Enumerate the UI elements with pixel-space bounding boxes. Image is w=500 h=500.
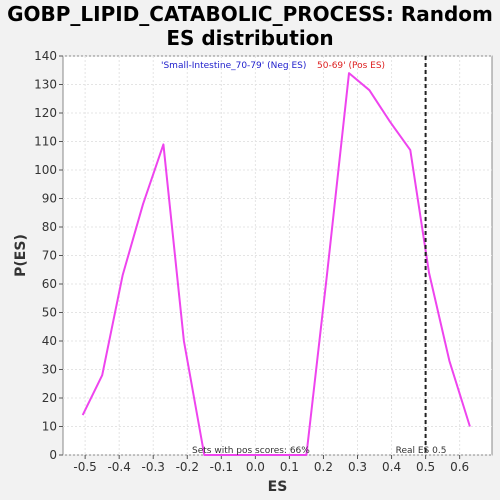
x-tick-label: 0.6 xyxy=(450,460,469,474)
y-tick-label: 90 xyxy=(42,192,57,206)
y-tick-label: 120 xyxy=(34,106,57,120)
x-tick-label: -0.2 xyxy=(176,460,199,474)
y-tick-label: 80 xyxy=(42,220,57,234)
chart-title-line2: ES distribution xyxy=(166,26,334,50)
x-tick-label: 0.2 xyxy=(314,460,333,474)
chart-title-line1: GOBP_LIPID_CATABOLIC_PROCESS: Random xyxy=(7,2,493,26)
x-tick-label: -0.3 xyxy=(142,460,165,474)
pos-scores-footer: Sets with pos scores: 66% xyxy=(192,446,310,456)
y-tick-label: 100 xyxy=(34,163,57,177)
y-tick-label: 0 xyxy=(49,448,57,462)
x-tick-label: 0.4 xyxy=(382,460,401,474)
y-tick-label: 10 xyxy=(42,420,57,434)
series-line xyxy=(81,72,471,456)
y-tick-label: 110 xyxy=(34,135,57,149)
y-tick-label: 60 xyxy=(42,277,57,291)
x-tick-label: -0.5 xyxy=(73,460,96,474)
y-tick-label: 140 xyxy=(34,49,57,63)
y-tick-label: 130 xyxy=(34,78,57,92)
y-tick-label: 30 xyxy=(42,363,57,377)
y-tick-label: 20 xyxy=(42,391,57,405)
y-tick-label: 70 xyxy=(42,249,57,263)
y-tick-label: 50 xyxy=(42,306,57,320)
real-es-label: Real ES 0.5 xyxy=(396,446,447,456)
x-tick-label: -0.1 xyxy=(210,460,233,474)
pos-es-label: 50-69' (Pos ES) xyxy=(317,61,385,71)
x-axis-label: ES xyxy=(268,479,288,495)
neg-es-label: 'Small-Intestine_70-79' (Neg ES) xyxy=(161,61,306,71)
x-tick-label: 0.1 xyxy=(280,460,299,474)
x-tick-label: 0.5 xyxy=(416,460,435,474)
y-tick-label: 40 xyxy=(42,334,57,348)
x-tick-label: 0.3 xyxy=(348,460,367,474)
x-tick-label: -0.4 xyxy=(107,460,130,474)
x-tick-label: 0.0 xyxy=(246,460,265,474)
y-axis-label: P(ES) xyxy=(13,234,29,277)
